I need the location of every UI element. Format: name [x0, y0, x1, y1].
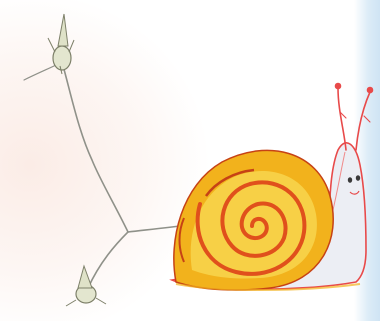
stem-lines: [23, 61, 189, 289]
ground-shadow: [175, 283, 361, 291]
dandelion-seed-top-icon: [47, 13, 75, 75]
snail-antennae: [334, 82, 374, 151]
dandelion-seed-bottom-icon: [65, 264, 107, 307]
snail-shell: [173, 149, 334, 291]
